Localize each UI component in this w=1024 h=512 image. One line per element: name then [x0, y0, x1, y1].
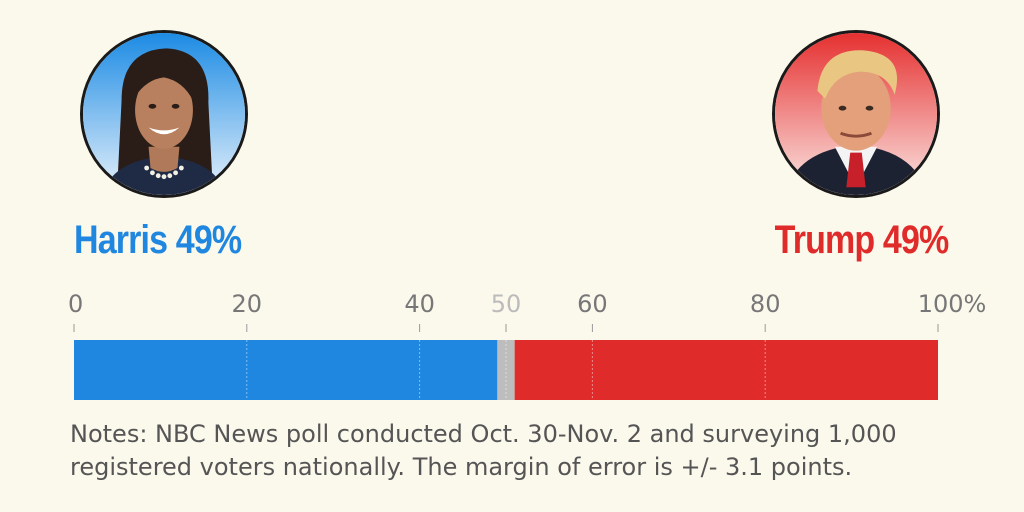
harris-portrait-image — [83, 33, 245, 195]
trump-portrait — [772, 30, 940, 198]
bar-segment-2 — [514, 340, 938, 400]
poll-bar-chart: 0 20 40 50 60 80 100% — [68, 290, 987, 400]
tick-label: 60 — [577, 290, 608, 318]
harris-portrait — [80, 30, 248, 198]
tick-label: 50 — [491, 290, 522, 318]
trump-label: Trump 49% — [774, 218, 949, 262]
harris-label: Harris 49% — [74, 218, 242, 262]
notes-line-1: Notes: NBC News poll conducted Oct. 30-N… — [70, 420, 897, 448]
tick-label: 20 — [232, 290, 263, 318]
tick-label: 0 — [68, 290, 83, 318]
tick-label: 40 — [404, 290, 435, 318]
tick-label: 80 — [750, 290, 781, 318]
notes-line-2: registered voters nationally. The margin… — [70, 453, 853, 481]
tick-label: 100% — [918, 290, 987, 318]
chart-notes: Notes: NBC News poll conducted Oct. 30-N… — [70, 418, 970, 484]
bar-segment-0 — [74, 340, 498, 400]
bar-segment-1 — [497, 340, 515, 400]
trump-portrait-image — [775, 33, 937, 195]
